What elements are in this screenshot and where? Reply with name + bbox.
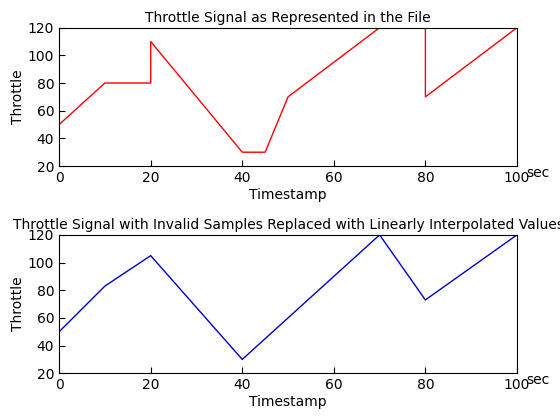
Title: Throttle Signal as Represented in the File: Throttle Signal as Represented in the Fi… [145, 11, 431, 25]
Title: Throttle Signal with Invalid Samples Replaced with Linearly Interpolated Values: Throttle Signal with Invalid Samples Rep… [12, 218, 560, 232]
X-axis label: Timestamp: Timestamp [249, 188, 327, 202]
Text: sec: sec [526, 373, 549, 387]
X-axis label: Timestamp: Timestamp [249, 395, 327, 409]
Y-axis label: Throttle: Throttle [11, 70, 25, 124]
Text: sec: sec [526, 166, 549, 180]
Y-axis label: Throttle: Throttle [11, 277, 25, 331]
